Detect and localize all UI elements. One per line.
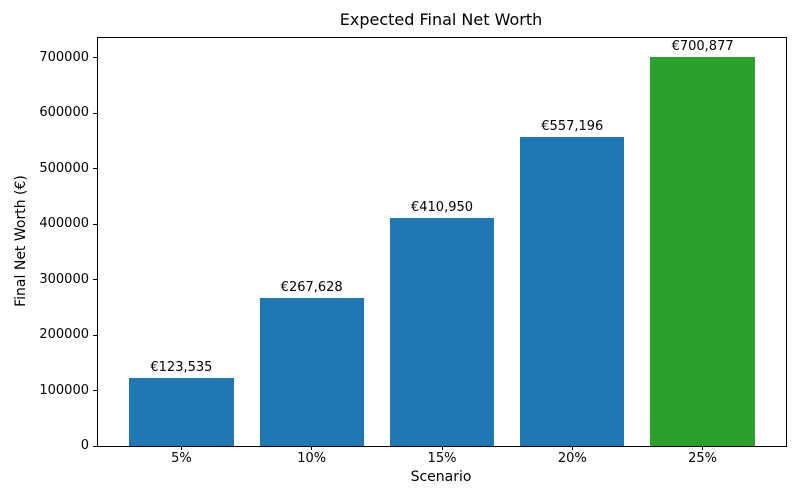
x-tick-mark <box>441 446 443 450</box>
y-tick-label: 400000 <box>39 216 89 232</box>
y-tick-label: 200000 <box>39 327 89 343</box>
bar <box>389 218 495 446</box>
y-tick-mark <box>93 390 97 392</box>
y-tick-label: 100000 <box>39 382 89 398</box>
x-tick-label: 15% <box>427 451 457 466</box>
y-tick-mark <box>93 168 97 170</box>
y-tick-label: 300000 <box>39 271 89 287</box>
y-tick-mark <box>93 445 97 447</box>
bar-value-label: €123,535 <box>150 359 213 375</box>
bar-value-label: €410,950 <box>410 200 474 216</box>
bar <box>520 137 625 446</box>
bar-value-label: €700,877 <box>671 39 734 55</box>
y-axis-label: Final Net Worth (€) <box>13 175 29 307</box>
y-tick-mark <box>93 112 97 114</box>
x-tick-label: 5% <box>171 451 192 466</box>
bar <box>259 297 364 446</box>
y-tick-label: 0 <box>80 438 89 453</box>
y-tick-mark <box>93 57 97 59</box>
y-tick-mark <box>93 279 97 281</box>
y-tick-label: 500000 <box>39 160 89 176</box>
plot-area: 0 100000 200000 300000 400000 500000 600000 700… <box>39 37 787 466</box>
y-tick-mark <box>93 223 97 225</box>
x-tick-mark <box>180 446 182 450</box>
y-tick-label: 600000 <box>39 105 89 121</box>
x-tick-label: 25% <box>688 451 718 466</box>
x-tick-mark <box>702 446 704 450</box>
x-tick-label: 20% <box>557 451 587 466</box>
x-tick-label: 10% <box>297 451 327 466</box>
bar-value-label: €557,196 <box>541 119 604 135</box>
x-axis-label: Scenario <box>410 469 472 485</box>
bar <box>650 57 755 446</box>
y-tick-label: 700000 <box>39 49 89 65</box>
x-tick-mark <box>311 446 313 450</box>
chart-title: Expected Final Net Worth <box>339 10 543 29</box>
y-tick-mark <box>93 334 97 336</box>
bar-value-label: €267,628 <box>280 279 343 295</box>
bar <box>129 377 234 446</box>
x-tick-mark <box>571 446 573 450</box>
